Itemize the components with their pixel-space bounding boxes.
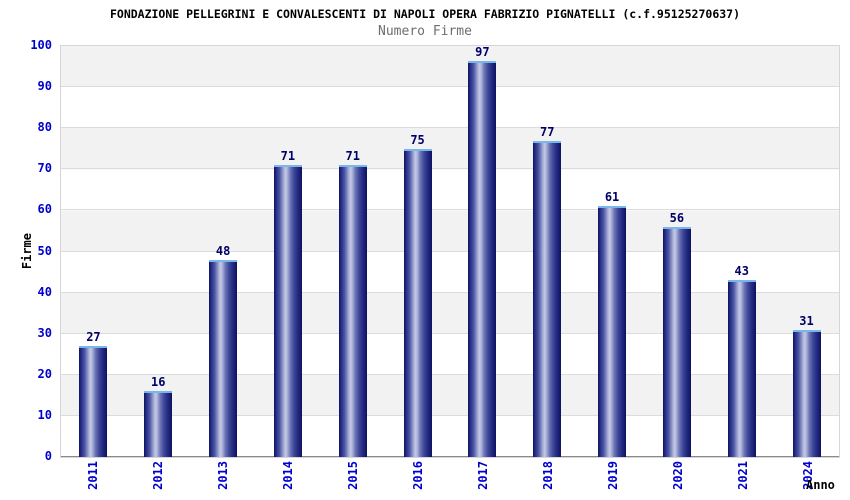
x-axis-tick-labels: 2011 2012 2013 2014 2015 2016 2017 2018 2019 2020…	[60, 461, 840, 500]
x-axis-line	[61, 456, 839, 457]
x-tick-label: 2012	[150, 461, 165, 490]
bar-slot: 61	[580, 46, 645, 457]
bar-slot: 48	[191, 46, 256, 457]
bar-value-label: 71	[345, 149, 360, 164]
bar-2021	[727, 280, 756, 457]
x-tick-cell: 2021	[710, 461, 775, 500]
bar-2018	[533, 140, 562, 457]
bar-slot: 75	[385, 46, 450, 457]
gridline	[61, 168, 839, 170]
y-tick-label: 10	[37, 407, 52, 422]
gridline	[61, 86, 839, 88]
bars-container: 27 16 48 71 71 75 97 77 61 56 43 31	[61, 46, 839, 457]
bar-slot: 31	[774, 46, 839, 457]
bar-slot: 77	[515, 46, 580, 457]
x-tick-cell: 2015	[320, 461, 385, 500]
bar-2020	[662, 226, 691, 457]
x-tick-label: 2018	[540, 461, 555, 490]
bar-value-label: 43	[734, 264, 749, 279]
bar-slot: 71	[255, 46, 320, 457]
gridline	[61, 291, 839, 293]
bar-slot: 16	[126, 46, 191, 457]
bar-value-label: 61	[604, 190, 620, 205]
chart-subtitle: Numero Firme	[378, 24, 472, 39]
x-tick-label: 2021	[735, 461, 750, 490]
y-tick-label: 20	[37, 366, 52, 381]
y-tick-label: 60	[37, 202, 52, 217]
x-tick-label: 2019	[605, 461, 620, 490]
bar-2011	[79, 346, 108, 457]
x-tick-label: 2016	[410, 461, 425, 490]
x-tick-label: 2014	[280, 461, 295, 490]
bar-2024	[792, 329, 821, 457]
x-tick-label: 2013	[215, 461, 230, 490]
x-tick-cell: 2011	[60, 461, 125, 500]
bar-value-label: 56	[669, 210, 685, 225]
gridline	[61, 250, 839, 252]
y-tick-label: 40	[37, 284, 52, 299]
bar-2019	[598, 206, 627, 457]
bar-value-label: 97	[475, 45, 490, 59]
bar-value-label: 27	[86, 330, 101, 345]
bar-2017	[468, 61, 497, 457]
x-tick-cell: 2020	[645, 461, 710, 500]
bar-2012	[144, 391, 173, 457]
bar-value-label: 71	[280, 149, 296, 164]
y-tick-label: 100	[30, 38, 52, 52]
y-tick-label: 80	[37, 120, 52, 135]
bar-value-label: 16	[151, 375, 166, 390]
bar-2015	[338, 165, 367, 457]
bar-slot: 27	[61, 46, 126, 457]
bar-2016	[403, 148, 432, 457]
x-tick-cell: 2017	[450, 461, 515, 500]
x-tick-label: 2020	[670, 461, 685, 490]
gridline	[61, 332, 839, 334]
bar-slot: 56	[644, 46, 709, 457]
bar-value-label: 75	[410, 132, 425, 147]
x-tick-cell: 2013	[190, 461, 255, 500]
x-tick-cell: 2014	[255, 461, 320, 500]
bar-value-label: 31	[799, 313, 814, 328]
plot-area: 27 16 48 71 71 75 97 77 61 56 43 31	[60, 45, 840, 458]
x-tick-cell: 2019	[580, 461, 645, 500]
y-tick-label: 0	[44, 449, 52, 463]
x-tick-label: 2011	[85, 461, 100, 490]
gridline	[61, 127, 839, 129]
gridline	[61, 414, 839, 416]
bar-2013	[209, 259, 238, 457]
bar-2014	[273, 165, 302, 457]
x-axis-title: Anno	[806, 478, 835, 492]
y-tick-label: 30	[37, 325, 52, 340]
bar-value-label: 48	[215, 243, 231, 258]
bar-value-label: 77	[539, 124, 555, 139]
gridline	[61, 373, 839, 375]
bar-slot: 43	[709, 46, 774, 457]
y-tick-label: 90	[37, 79, 52, 94]
x-tick-cell: 2012	[125, 461, 190, 500]
gridline	[61, 209, 839, 211]
x-tick-cell: 2016	[385, 461, 450, 500]
x-tick-label: 2015	[345, 461, 360, 490]
x-tick-cell: 2018	[515, 461, 580, 500]
bar-slot: 97	[450, 46, 515, 457]
x-tick-label: 2017	[475, 461, 490, 490]
chart-title: FONDAZIONE PELLEGRINI E CONVALESCENTI DI…	[109, 7, 741, 21]
bar-slot: 71	[320, 46, 385, 457]
y-tick-label: 70	[37, 161, 52, 176]
y-tick-label: 50	[37, 243, 52, 258]
